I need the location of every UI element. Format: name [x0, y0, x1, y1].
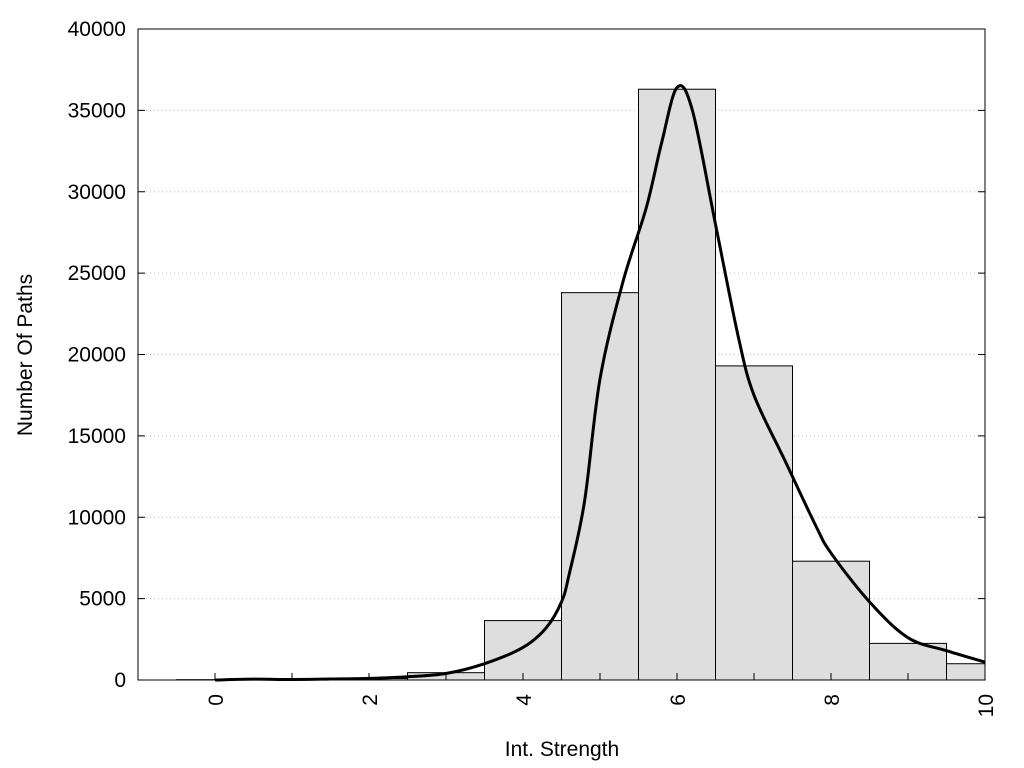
y-tick-label: 30000 [68, 181, 126, 204]
y-tick-label: 15000 [68, 425, 126, 448]
x-tick-label: 10 [975, 694, 998, 717]
histogram-bar [561, 292, 639, 681]
histogram-bar [792, 560, 870, 681]
histogram-bars [176, 88, 986, 681]
histogram-bar [946, 663, 986, 681]
histogram-bar [638, 88, 716, 681]
histogram-bar [484, 620, 562, 681]
x-axis-label: Int. Strength [505, 738, 619, 761]
plot-area-frame [137, 28, 986, 681]
axis-ticks: 0 5000 10000 15000 20000 25000 30000 35000 40000… [68, 18, 998, 717]
x-tick-label: 0 [205, 694, 228, 706]
y-tick-label: 40000 [68, 18, 126, 41]
y-tick-label: 35000 [68, 99, 126, 122]
x-tick-label: 4 [513, 694, 536, 706]
y-tick-label: 0 [114, 669, 126, 692]
y-axis-label: Number Of Paths [14, 274, 37, 436]
x-tick-label: 6 [667, 694, 690, 706]
y-tick-label: 25000 [68, 262, 126, 285]
y-tick-label: 10000 [68, 506, 126, 529]
x-tick-label: 8 [821, 694, 844, 706]
density-curve [214, 84, 986, 682]
y-tick-label: 5000 [79, 588, 126, 611]
density-line [214, 84, 986, 682]
histogram-bar [715, 365, 793, 681]
x-tick-label: 2 [359, 694, 382, 706]
y-tick-label: 20000 [68, 344, 126, 367]
